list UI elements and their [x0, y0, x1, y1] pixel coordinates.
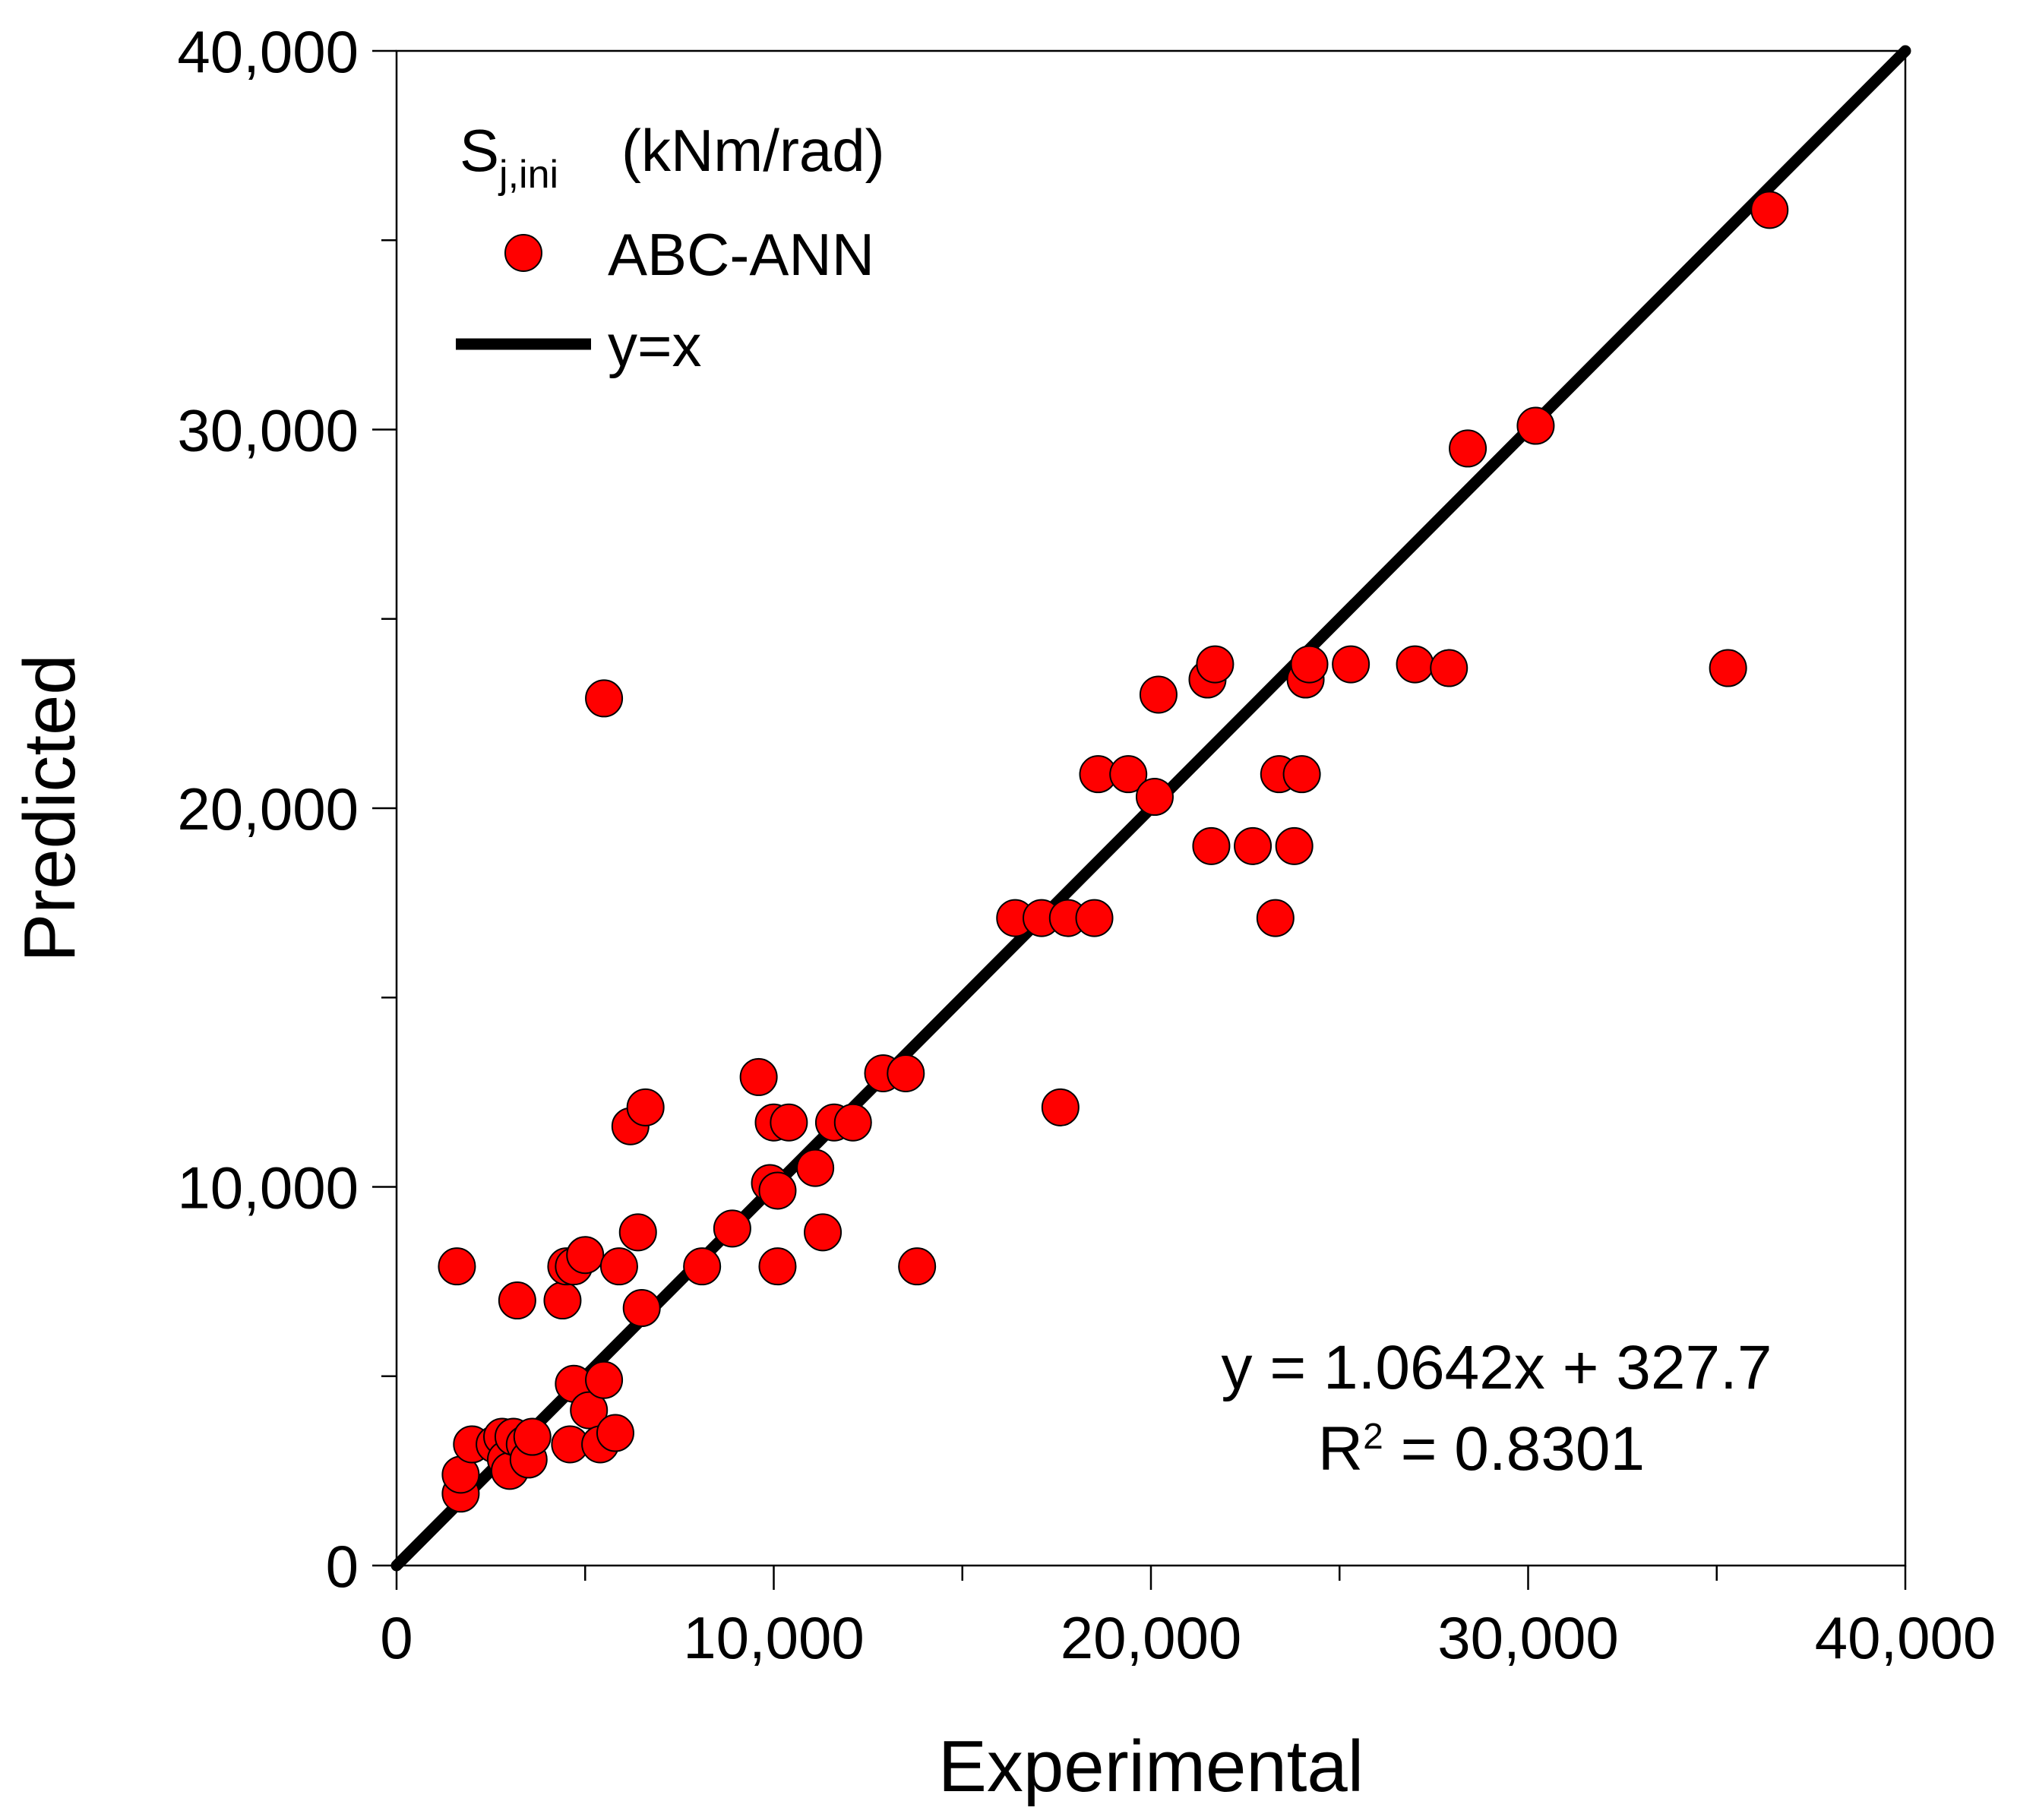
data-point [1332, 645, 1370, 684]
data-point [618, 1213, 657, 1252]
data-point [585, 1360, 624, 1399]
data-point [438, 1247, 476, 1286]
data-point [513, 1417, 552, 1456]
y-tick-label: 0 [326, 1533, 359, 1600]
data-point [1075, 899, 1114, 937]
data-point [804, 1213, 843, 1252]
data-point [739, 1057, 778, 1096]
data-point [498, 1281, 536, 1320]
x-tick-label: 20,000 [1061, 1604, 1242, 1671]
legend-marker-abc-ann [504, 234, 542, 272]
r-squared-value: = 0.8301 [1383, 1414, 1645, 1483]
data-point [1516, 406, 1555, 445]
legend-title-symbol: S [460, 117, 499, 184]
data-point [1430, 649, 1468, 687]
regression-equation: y = 1.0642x + 327.7 [1222, 1333, 1772, 1402]
x-axis-title: Experimental [938, 1726, 1364, 1807]
r-squared-label: R2 = 0.8301 [1318, 1414, 1645, 1483]
data-point [585, 679, 624, 718]
data-point [543, 1281, 582, 1320]
data-point [1396, 645, 1434, 684]
x-tick-label: 10,000 [683, 1604, 865, 1671]
data-point [898, 1247, 937, 1286]
data-point [758, 1171, 797, 1210]
axis-tick-labels: 0 10,000 20,000 30,000 40,000 0 10,000 20,000 30… [177, 18, 1996, 1671]
data-point [713, 1209, 751, 1248]
data-point [1290, 645, 1329, 684]
legend-label-identity-line: y=x [608, 312, 702, 379]
data-point [599, 1247, 638, 1286]
data-point [1282, 755, 1321, 794]
x-tick-label: 0 [380, 1604, 413, 1671]
data-point [1196, 645, 1235, 684]
data-point [796, 1149, 835, 1187]
legend-label-abc-ann: ABC-ANN [608, 221, 874, 288]
legend-title: Sj,ini (kNm/rad) [460, 117, 885, 197]
y-axis-title: Predicted [9, 654, 90, 962]
data-point [1449, 429, 1487, 468]
y-tick-label: 40,000 [177, 18, 359, 85]
x-tick-label: 40,000 [1815, 1604, 1996, 1671]
axis-ticks [372, 49, 1907, 1590]
r-squared-superscript: 2 [1363, 1417, 1383, 1457]
data-point [887, 1054, 925, 1092]
data-point [1234, 826, 1272, 865]
data-point [622, 1289, 661, 1328]
data-point [626, 1088, 665, 1126]
data-point [1709, 649, 1747, 687]
legend-title-unit: (kNm/rad) [621, 117, 885, 184]
data-point [566, 1236, 605, 1275]
data-point [1192, 826, 1231, 865]
r-squared-symbol: R [1318, 1414, 1363, 1483]
data-point [758, 1247, 797, 1286]
legend-title-subscript: j,ini [498, 153, 558, 197]
legend: Sj,ini (kNm/rad) ABC-ANN y=x [456, 117, 885, 379]
data-point [1750, 191, 1789, 229]
x-tick-label: 30,000 [1437, 1604, 1619, 1671]
data-point [1139, 675, 1178, 714]
y-tick-label: 30,000 [177, 397, 359, 464]
data-point [596, 1414, 634, 1452]
data-point [1135, 778, 1174, 817]
data-point [1275, 826, 1314, 865]
data-point [570, 1391, 609, 1430]
data-point [1041, 1088, 1080, 1126]
y-tick-label: 20,000 [177, 776, 359, 842]
data-point [683, 1247, 722, 1286]
data-point [1109, 755, 1148, 794]
data-point [833, 1103, 872, 1142]
data-points [438, 191, 1789, 1513]
data-point [1256, 899, 1295, 937]
y-tick-label: 10,000 [177, 1155, 359, 1221]
data-point [770, 1103, 808, 1142]
